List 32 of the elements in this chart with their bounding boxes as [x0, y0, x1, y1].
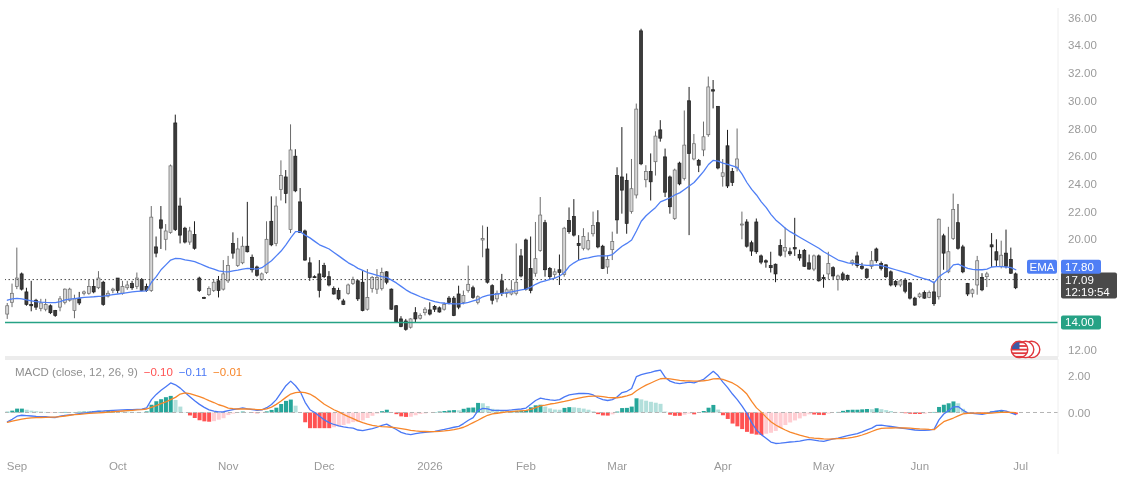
y-tick-label: 20.00	[1068, 233, 1097, 246]
x-tick-label: May	[812, 460, 835, 473]
y-tick-label: 26.00	[1068, 150, 1097, 163]
x-tick-label: Apr	[713, 460, 732, 473]
x-tick-label: Dec	[314, 460, 335, 473]
y-tick-label: 32.00	[1068, 67, 1097, 80]
legend-label: EMA	[1029, 260, 1055, 273]
annotation: −0.11	[178, 366, 208, 378]
x-tick-label: Sep	[6, 460, 28, 473]
x-tick-label: Feb	[516, 460, 536, 473]
ref-line-label: 17.09	[1065, 273, 1094, 286]
ref-line-label: 14.00	[1065, 316, 1094, 329]
x-tick-label: Oct	[108, 460, 128, 473]
text: MACD (close, 12, 26, 9)	[15, 366, 138, 378]
x-tick-label: 2026	[417, 460, 443, 473]
y-tick-label: 36.00	[1068, 11, 1097, 24]
text: 12:19:54	[1065, 285, 1111, 298]
x-tick-label: Jun	[910, 460, 930, 473]
y-tick-label: 28.00	[1068, 122, 1097, 135]
annotation: −0.01	[213, 366, 243, 378]
x-tick-label: Nov	[218, 460, 239, 473]
x-tick-label: Mar	[607, 460, 628, 473]
annotation: −0.10	[143, 366, 173, 378]
text: 17.80	[1065, 260, 1094, 273]
y-tick-label: 24.00	[1068, 177, 1097, 190]
y-tick-label: 34.00	[1068, 39, 1097, 52]
y-tick-label: 0.00	[1068, 406, 1091, 419]
y-tick-label: 30.00	[1068, 94, 1097, 107]
y-tick-label: 12.00	[1068, 344, 1097, 357]
x-tick-label: Jul	[1013, 460, 1028, 473]
y-tick-label: 2.00	[1068, 369, 1091, 382]
y-tick-label: 22.00	[1068, 205, 1097, 218]
